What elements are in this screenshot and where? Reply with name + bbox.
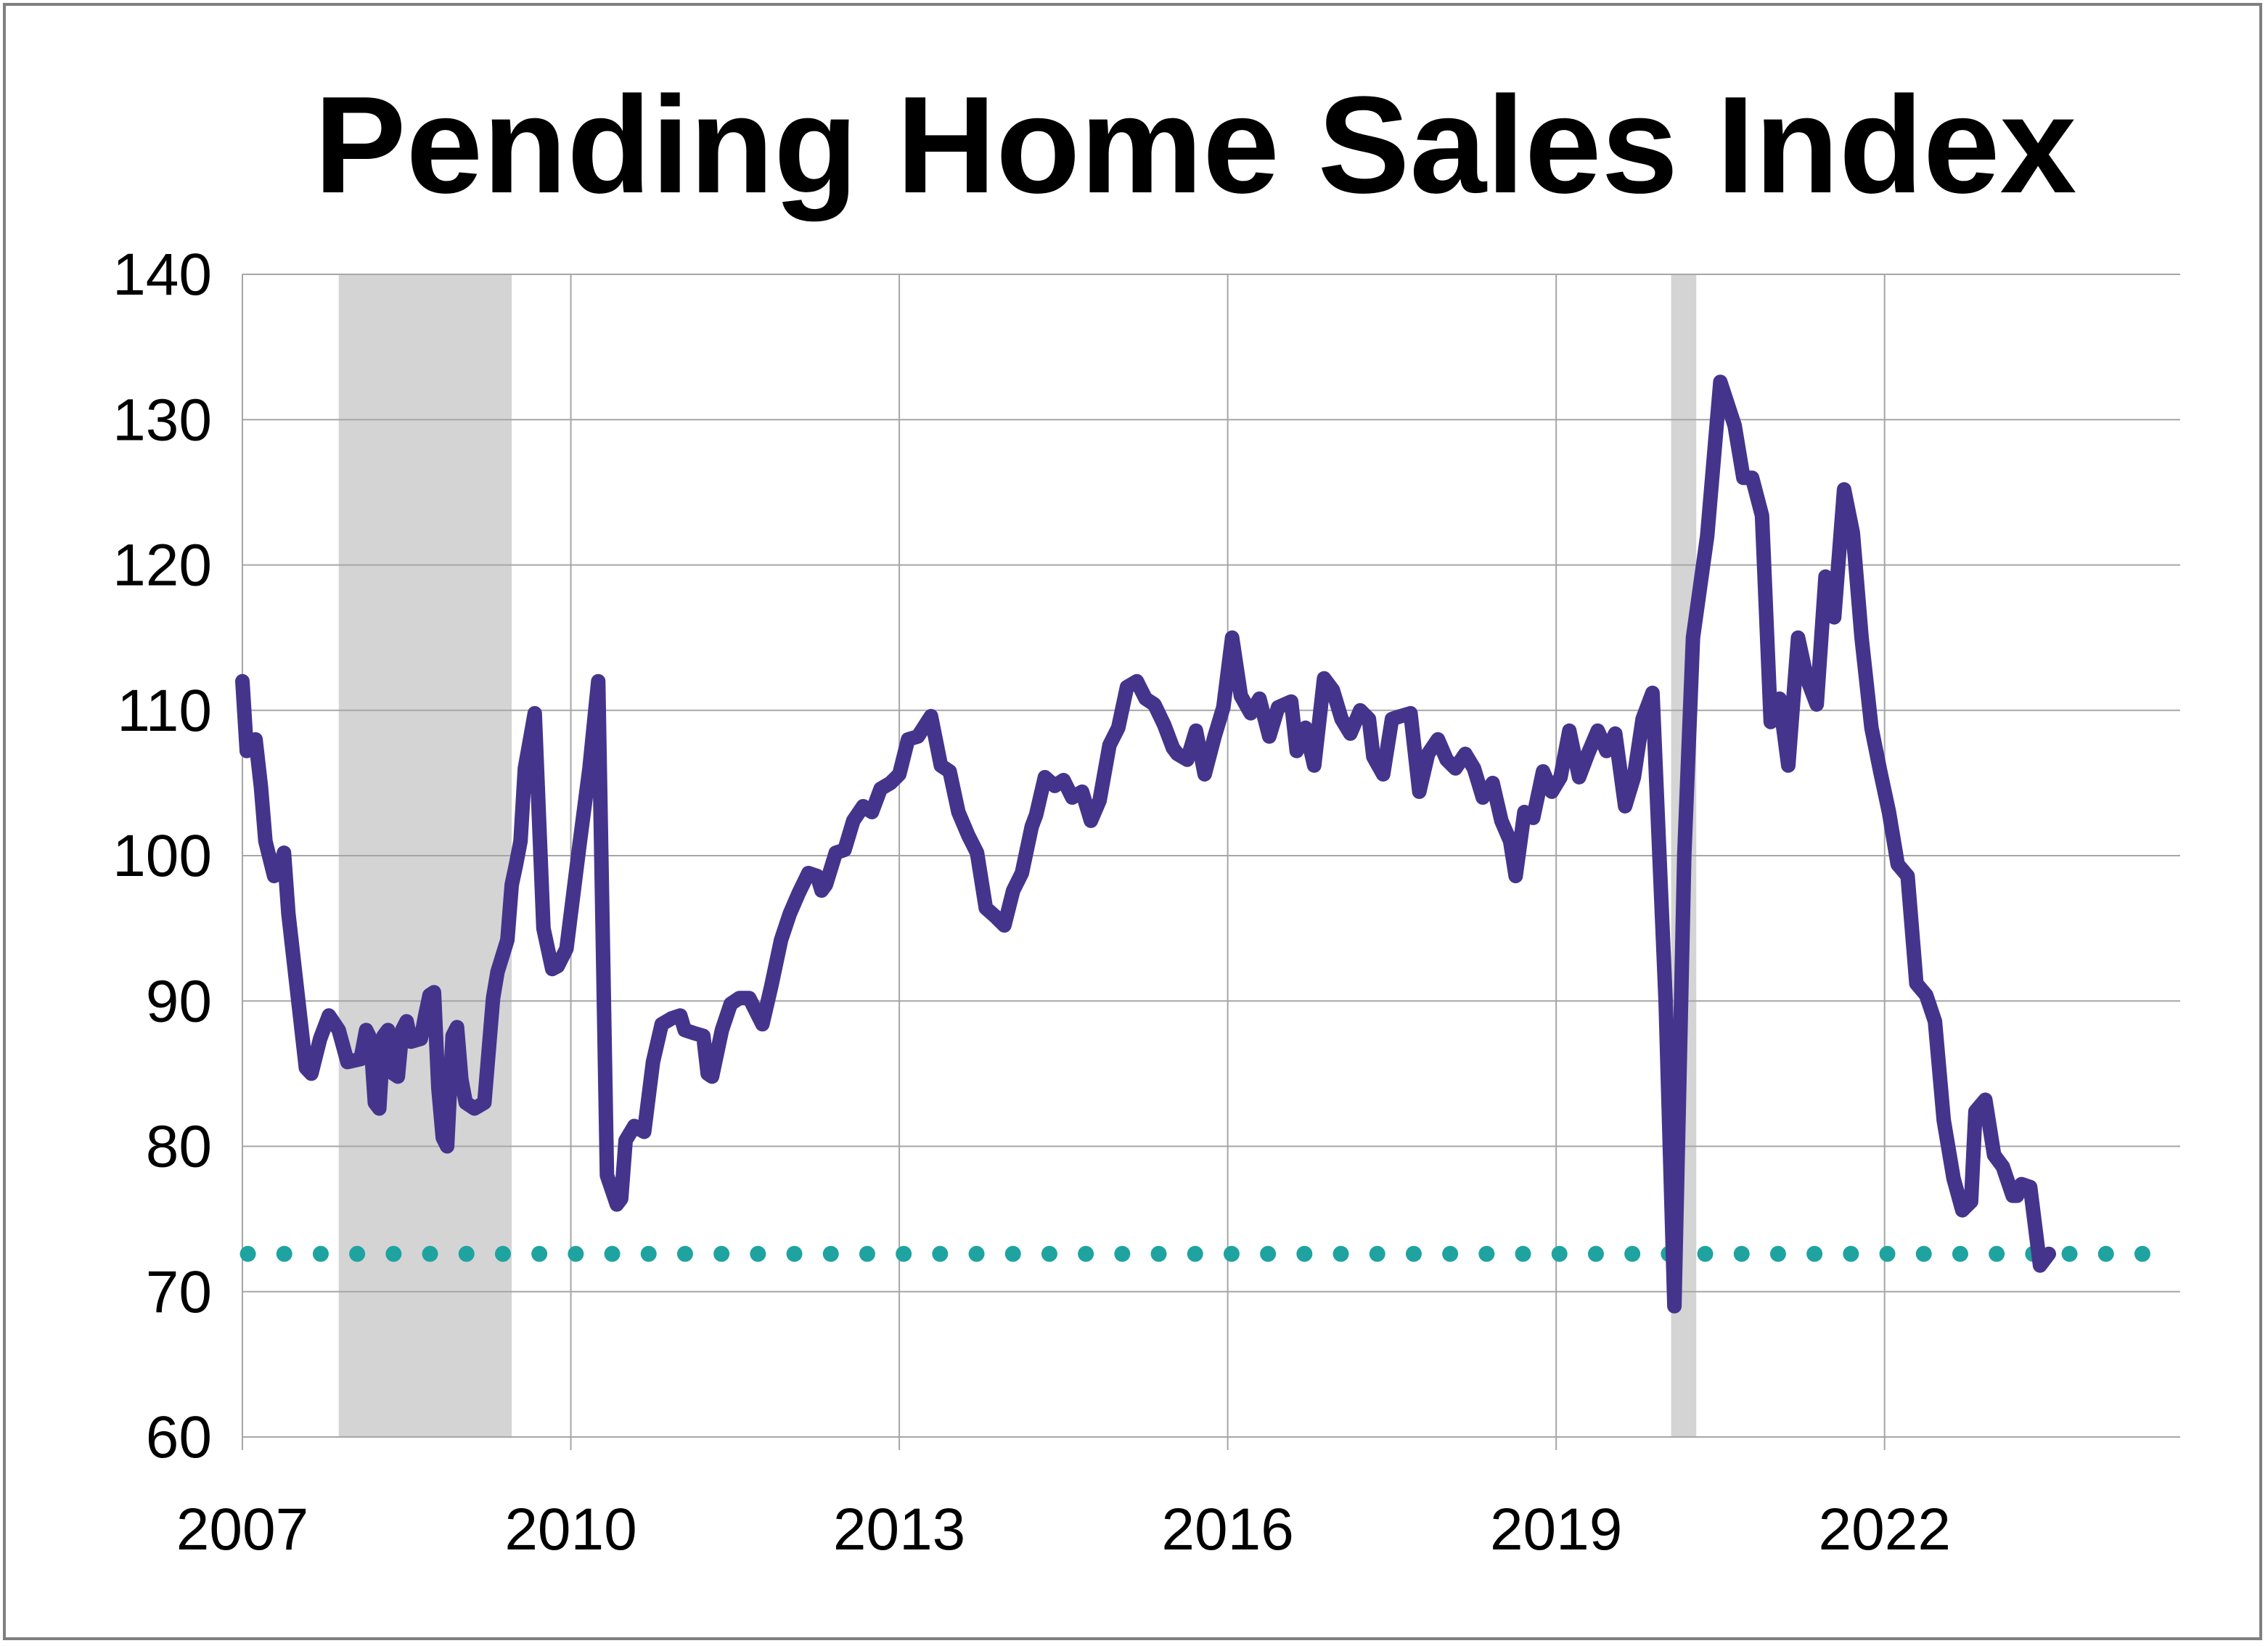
reference-dot [2061,1245,2078,1262]
reference-dot [859,1245,875,1262]
reference-dot [786,1245,803,1262]
reference-dot [713,1245,730,1262]
reference-dot [1843,1245,1859,1262]
series-group [235,374,2056,1314]
reference-dot [1369,1245,1385,1262]
series-line [235,374,2056,1314]
y-tick-label: 90 [146,968,212,1034]
reference-dot [822,1245,839,1262]
reference-dot [494,1245,511,1262]
reference-dot [1806,1245,1823,1262]
reference-dot [896,1245,912,1262]
y-axis: 140 130 120 110 100 90 80 70 60 [112,242,212,1470]
reference-dot [1952,1245,1968,1262]
reference-dot [1260,1245,1277,1262]
reference-dot [458,1245,475,1262]
reference-dot [276,1245,292,1262]
x-axis: 2007 2010 2013 2016 2019 2022 [176,1496,1951,1563]
reference-dot [1004,1245,1021,1262]
x-tick-label: 2007 [176,1496,308,1563]
y-tick-label: 70 [146,1259,212,1325]
gridlines [242,274,2180,1450]
y-tick-label: 100 [112,823,212,889]
y-tick-label: 80 [146,1114,212,1180]
reference-dot [1879,1245,1896,1262]
reference-dot [2097,1245,2114,1262]
reference-dot [312,1245,329,1262]
x-tick-label: 2022 [1819,1496,1951,1563]
reference-dot [1150,1245,1167,1262]
reference-dot [1332,1245,1349,1262]
reference-dot [932,1245,949,1262]
reference-dot [2134,1245,2150,1262]
reference-dot [568,1245,584,1262]
reference-dot [240,1245,256,1262]
reference-dot [1515,1245,1531,1262]
reference-dot [1989,1245,2005,1262]
reference-line [240,1245,2150,1262]
reference-dot [640,1245,657,1262]
y-tick-label: 130 [112,387,212,453]
reference-dot [1697,1245,1714,1262]
y-tick-label: 140 [112,242,212,308]
reference-dot [1624,1245,1641,1262]
reference-dot [1587,1245,1604,1262]
reference-dot [1041,1245,1057,1262]
reference-dot [1296,1245,1313,1262]
y-tick-label: 60 [146,1404,212,1470]
reference-dot [349,1245,366,1262]
reference-dot [1078,1245,1094,1262]
reference-dot [604,1245,621,1262]
reference-dot [1769,1245,1786,1262]
reference-dot [422,1245,438,1262]
y-tick-label: 110 [117,678,212,744]
reference-dot [1223,1245,1240,1262]
y-tick-label: 120 [112,533,212,599]
reference-dot [1915,1245,1932,1262]
reference-dot [531,1245,548,1262]
x-tick-label: 2016 [1161,1496,1293,1563]
reference-dot [1442,1245,1459,1262]
chart-title: Pending Home Sales Index [314,68,2076,222]
reference-dot [1551,1245,1568,1262]
reference-dot [750,1245,766,1262]
reference-dot [968,1245,985,1262]
reference-dot [1478,1245,1495,1262]
x-tick-label: 2010 [504,1496,636,1563]
reference-dot [1733,1245,1750,1262]
x-tick-label: 2019 [1490,1496,1622,1563]
reference-dot [1405,1245,1422,1262]
x-tick-label: 2013 [833,1496,965,1563]
reference-dot [385,1245,402,1262]
reference-dot [1114,1245,1131,1262]
reference-dot [1187,1245,1203,1262]
reference-dot [676,1245,693,1262]
